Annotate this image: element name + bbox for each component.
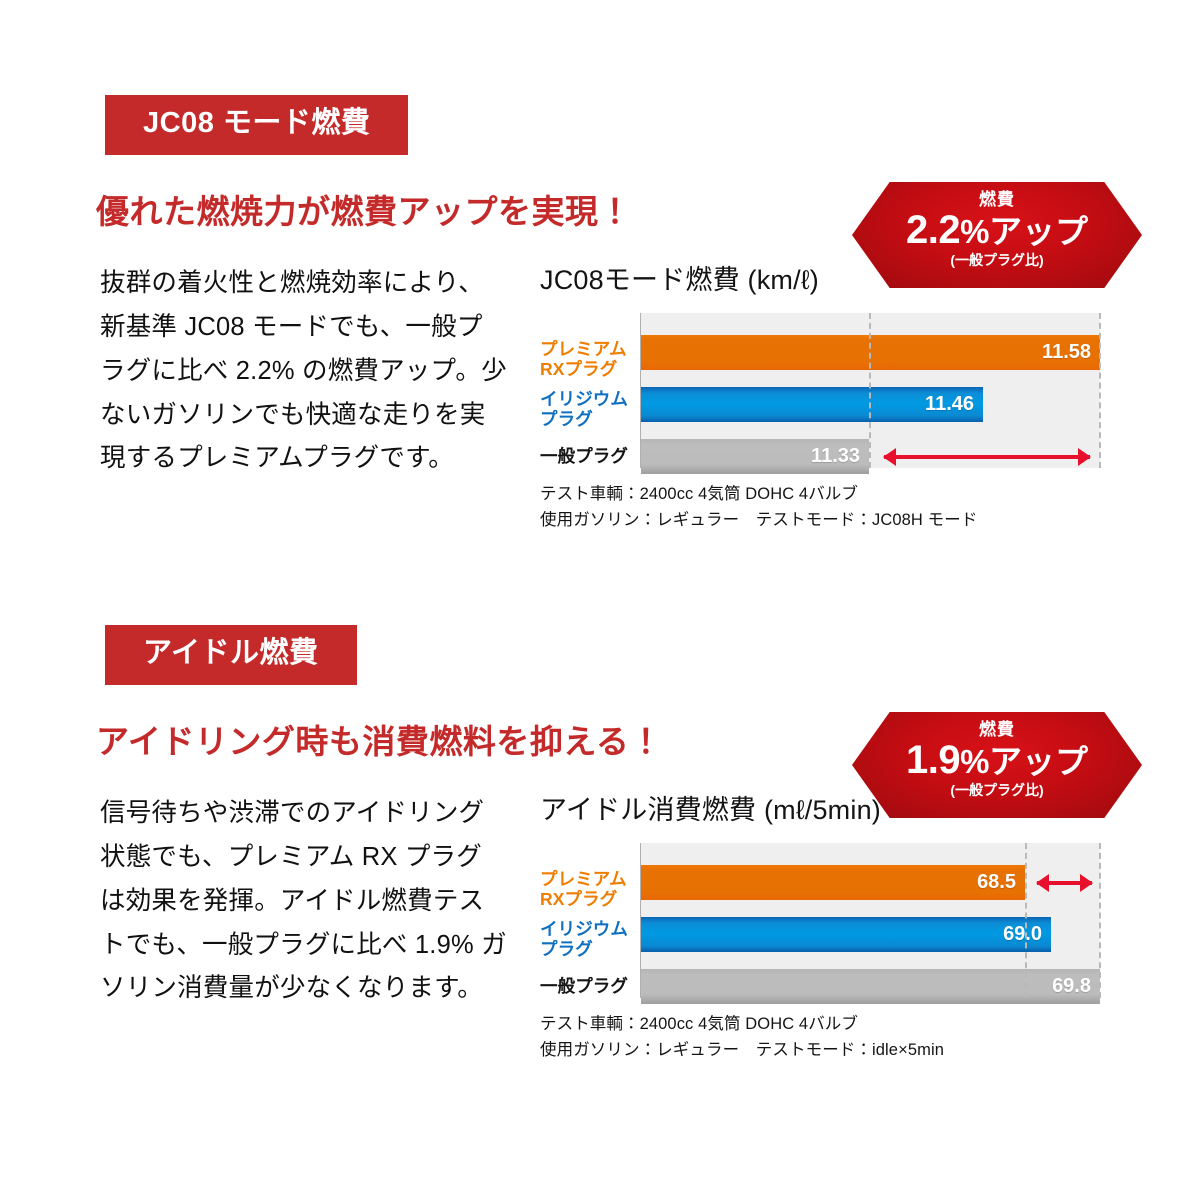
badge-number: 1.9: [906, 738, 961, 782]
body-line: ないガソリンでも快適な走りを実: [100, 400, 486, 429]
category-label-line: 一般プラグ: [540, 446, 628, 466]
badge-top-label: 燃費: [979, 190, 1015, 209]
section-body-copy: 信号待ちや渋滞でのアイドリング 状態でも、プレミアム RX プラグ は効果を発揮…: [100, 792, 520, 1011]
chart-footnotes: テスト車輌：2400cc 4気筒 DOHC 4バルブ 使用ガソリン：レギュラー …: [540, 1012, 1120, 1063]
footnote-line: テスト車輌：2400cc 4気筒 DOHC 4バルブ: [540, 1015, 858, 1033]
badge-number: 2.2: [906, 208, 961, 252]
section-tag-header: JC08 モード燃費: [105, 95, 409, 155]
badge-sub-label: (一般プラグ比): [950, 252, 1044, 269]
badge-sub-label: (一般プラグ比): [950, 782, 1044, 799]
footnote-line: 使用ガソリン：レギュラー テストモード：idle×5min: [540, 1040, 944, 1059]
bar-value-label: 11.33: [811, 445, 860, 467]
bar-value-label: 68.5: [977, 871, 1016, 893]
difference-arrow: [883, 448, 1091, 466]
section-jc08-mode: JC08 モード燃費 優れた燃焼力が燃費アップを実現！ 抜群の着火性と燃焼効率に…: [96, 95, 1142, 533]
bar-value-label: 11.58: [1042, 341, 1091, 363]
footnote-line: テスト車輌：2400cc 4気筒 DOHC 4バルブ: [540, 485, 858, 503]
body-line: ラグに比べ 2.2% の燃費アップ。少: [100, 356, 507, 385]
footnote-line: 使用ガソリン：レギュラー テストモード：JC08H モード: [540, 510, 978, 529]
section-headline: アイドリング時も消費燃料を抑える！: [96, 723, 663, 760]
category-label-line: 一般プラグ: [540, 976, 628, 996]
y-axis-line: [640, 313, 641, 468]
category-label-line: RXプラグ: [540, 889, 618, 910]
chart-block: JC08モード燃費 (km/ℓ) プレミアム RXプラグ イリジウム プラグ 一…: [540, 258, 1120, 533]
bar-premium-rx: 68.5: [641, 865, 1025, 900]
category-label-line: プレミアム: [540, 339, 627, 359]
badge-percent-sign: %: [960, 213, 989, 250]
plot-right-dashed-line: [1099, 843, 1101, 998]
chart-title: アイドル消費燃費 (mℓ/5min): [540, 795, 881, 825]
body-line: ソリン消費量が少なくなります。: [100, 974, 483, 1003]
section-tag-header: アイドル燃費: [105, 625, 357, 685]
badge-top-label: 燃費: [979, 720, 1015, 739]
difference-arrow: [1036, 874, 1093, 892]
body-line: 信号待ちや渋滞でのアイドリング: [100, 799, 485, 827]
improvement-badge: 燃費 1.9%アップ (一般プラグ比): [852, 712, 1142, 818]
bar-standard: 69.8: [641, 969, 1100, 1004]
bar-chart: プレミアム RXプラグ イリジウム プラグ 一般プラグ 68.5 69.0: [540, 843, 1101, 1004]
body-line: 状態でも、プレミアム RX プラグ: [100, 842, 482, 871]
bar-value-label: 69.0: [1003, 923, 1042, 945]
category-label-line: イリジウム: [540, 919, 628, 939]
bar-chart: プレミアム RXプラグ イリジウム プラグ 一般プラグ 11.58 11.46: [540, 313, 1101, 474]
category-label-line: プレミアム: [540, 869, 627, 889]
body-line: 新基準 JC08 モードでも、一般プ: [100, 312, 483, 341]
plot-right-dashed-line: [1099, 313, 1101, 468]
reference-dashed-line: [869, 313, 871, 468]
category-labels: プレミアム RXプラグ イリジウム プラグ 一般プラグ: [540, 313, 638, 468]
category-label-standard: 一般プラグ: [540, 446, 630, 466]
category-label-premium-rx: プレミアム RXプラグ: [540, 869, 630, 910]
category-label-line: RXプラグ: [540, 359, 618, 380]
badge-up-label: アップ: [988, 743, 1088, 780]
bar-value-label: 69.8: [1052, 975, 1091, 997]
bar-standard: 11.33: [641, 439, 869, 474]
category-label-premium-rx: プレミアム RXプラグ: [540, 339, 630, 380]
body-line: 現するプレミアムプラグです。: [100, 444, 454, 473]
bar-iridium: 11.46: [641, 387, 983, 422]
section-headline: 優れた燃焼力が燃費アップを実現！: [96, 193, 632, 230]
bar-iridium: 69.0: [641, 917, 1051, 952]
improvement-badge: 燃費 2.2%アップ (一般プラグ比): [852, 182, 1142, 288]
body-line: トでも、一般プラグに比べ 1.9% ガ: [100, 930, 507, 959]
category-label-iridium: イリジウム プラグ: [540, 389, 630, 430]
category-label-standard: 一般プラグ: [540, 976, 630, 996]
section-body-copy: 抜群の着火性と燃焼効率により、 新基準 JC08 モードでも、一般プ ラグに比べ…: [100, 262, 520, 481]
category-label-line: プラグ: [540, 409, 593, 430]
bar-value-label: 11.46: [925, 393, 974, 415]
badge-main-value: 2.2%アップ: [852, 209, 1142, 251]
badge-up-label: アップ: [988, 213, 1088, 250]
body-line: は効果を発揮。アイドル燃費テス: [100, 886, 485, 915]
badge-main-value: 1.9%アップ: [852, 739, 1142, 781]
category-labels: プレミアム RXプラグ イリジウム プラグ 一般プラグ: [540, 843, 638, 998]
reference-dashed-line: [1025, 843, 1027, 998]
category-label-line: イリジウム: [540, 389, 628, 409]
chart-footnotes: テスト車輌：2400cc 4気筒 DOHC 4バルブ 使用ガソリン：レギュラー …: [540, 482, 1120, 533]
body-line: 抜群の着火性と燃焼効率により、: [100, 269, 484, 297]
chart-title: JC08モード燃費 (km/ℓ): [540, 265, 819, 295]
chart-block: アイドル消費燃費 (mℓ/5min) プレミアム RXプラグ イリジウム プラグ…: [540, 788, 1120, 1063]
badge-percent-sign: %: [960, 743, 989, 780]
category-label-line: プラグ: [540, 939, 593, 960]
category-label-iridium: イリジウム プラグ: [540, 919, 630, 960]
section-idle-fuel: アイドル燃費 アイドリング時も消費燃料を抑える！ 信号待ちや渋滞でのアイドリング…: [0, 530, 1200, 1200]
y-axis-line: [640, 843, 641, 998]
